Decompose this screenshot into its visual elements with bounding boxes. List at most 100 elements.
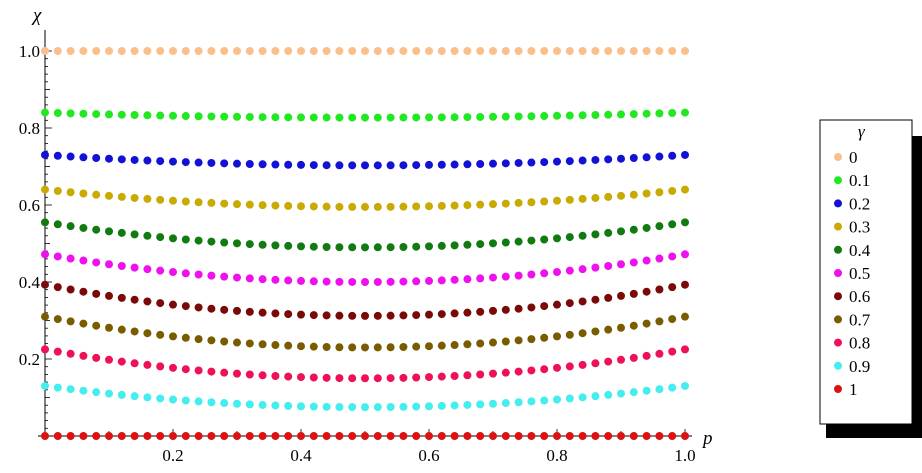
data-point [373, 47, 382, 55]
data-point [297, 402, 305, 411]
series-0.6 [41, 280, 689, 320]
data-point [220, 305, 229, 314]
data-point [297, 202, 305, 211]
data-point [181, 235, 190, 244]
data-point [105, 227, 113, 236]
data-point [501, 199, 510, 208]
data-point [194, 270, 203, 279]
data-point [322, 161, 331, 170]
data-point [245, 274, 254, 283]
data-point [476, 339, 485, 348]
data-point [130, 155, 139, 164]
data-point [348, 432, 357, 440]
data-point [309, 161, 318, 170]
data-point [194, 397, 203, 406]
data-point [361, 113, 369, 122]
data-point [578, 111, 587, 120]
data-point [297, 432, 305, 440]
legend-entry: 0.4 [849, 241, 871, 260]
data-point [437, 47, 446, 55]
data-point [604, 228, 613, 237]
data-point [53, 383, 62, 392]
data-point [565, 195, 574, 204]
data-point [348, 311, 357, 320]
data-point [41, 345, 49, 354]
y-tick-label: 0.6 [19, 196, 40, 215]
data-point [591, 193, 600, 202]
data-point [399, 47, 408, 55]
data-point [425, 242, 433, 251]
data-point [207, 336, 216, 345]
data-point [527, 270, 536, 279]
data-point [373, 374, 382, 383]
data-point [309, 311, 318, 320]
data-point [668, 220, 677, 229]
data-point [540, 158, 549, 167]
data-point [66, 285, 75, 294]
data-point [489, 159, 497, 168]
data-point [450, 432, 459, 440]
data-point [540, 235, 549, 244]
data-point [130, 263, 139, 272]
data-point [233, 273, 241, 282]
data-point [527, 335, 536, 344]
data-point [117, 192, 126, 201]
data-point [233, 306, 241, 315]
data-point [297, 276, 305, 285]
data-point [604, 47, 613, 55]
data-point [425, 202, 433, 211]
data-point [386, 432, 395, 440]
data-point [412, 342, 421, 351]
data-point [156, 47, 165, 55]
data-point [642, 351, 651, 360]
data-point [194, 198, 203, 207]
data-point [143, 47, 152, 55]
data-point [348, 277, 357, 286]
data-point [681, 185, 689, 194]
data-point [476, 112, 485, 121]
data-point [143, 231, 152, 240]
data-point [617, 191, 625, 200]
data-point [220, 238, 229, 247]
data-point [591, 155, 600, 164]
data-point [681, 345, 689, 354]
data-point [565, 47, 574, 55]
data-point [79, 256, 88, 265]
data-point [437, 241, 446, 250]
data-point [514, 432, 523, 440]
legend-marker [834, 153, 842, 161]
data-point [169, 268, 177, 277]
data-point [284, 372, 293, 381]
series-0.4 [41, 218, 689, 252]
data-point [425, 402, 433, 411]
data-point [565, 330, 574, 339]
data-point [373, 243, 382, 252]
data-point [258, 160, 267, 169]
data-point [271, 113, 280, 122]
x-tick-label: 1.0 [674, 446, 695, 465]
data-point [169, 111, 177, 120]
data-point [668, 347, 677, 356]
data-point [233, 432, 241, 440]
data-point [66, 254, 75, 263]
data-point [207, 398, 216, 407]
data-point [578, 194, 587, 203]
data-point [399, 113, 408, 122]
data-point [284, 113, 293, 122]
data-point [540, 112, 549, 121]
data-point [386, 161, 395, 170]
data-point [578, 329, 587, 338]
y-tick-label: 0.8 [19, 119, 40, 138]
data-point [92, 110, 101, 119]
x-axis-label: p [701, 428, 713, 449]
data-point [297, 342, 305, 351]
data-point [92, 353, 101, 362]
data-point [79, 319, 88, 328]
data-point [194, 303, 203, 312]
legend-entry: 0.1 [849, 171, 870, 190]
data-point [92, 289, 101, 298]
data-point [322, 373, 331, 382]
data-point [501, 399, 510, 408]
data-point [565, 299, 574, 308]
legend-marker [834, 176, 842, 185]
